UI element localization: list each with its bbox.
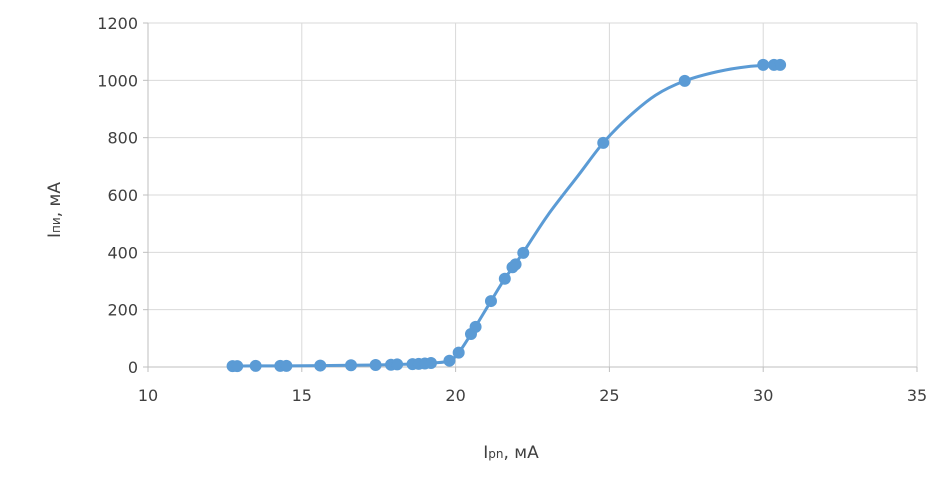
data-point (775, 59, 786, 70)
y-axis-title: Iпи, мА (45, 182, 65, 238)
data-point (315, 360, 326, 371)
data-point (470, 321, 481, 332)
x-axis-title-rest: , мА (503, 443, 539, 463)
x-tick-label: 10 (138, 386, 158, 405)
x-tick-label: 20 (445, 386, 465, 405)
data-point (281, 360, 292, 371)
y-axis-title-rest: , мА (45, 182, 65, 218)
y-tick-label: 400 (107, 243, 138, 262)
y-tick-label: 600 (107, 186, 138, 205)
y-tick-label: 200 (107, 301, 138, 320)
y-tick-labels: 0 200 400 600 800 1000 1200 (97, 14, 138, 377)
data-point (392, 359, 403, 370)
y-tick-label: 0 (128, 358, 138, 377)
data-point (499, 273, 510, 284)
data-point (453, 347, 464, 358)
data-points (227, 59, 786, 371)
data-point (510, 259, 521, 270)
data-point (232, 361, 243, 372)
x-tick-label: 30 (753, 386, 773, 405)
data-point (250, 360, 261, 371)
gridlines (148, 23, 917, 367)
axes (143, 23, 917, 372)
data-point (598, 137, 609, 148)
x-axis-title-sub: pn (488, 447, 503, 461)
x-axis-title: Ipn, мА (483, 443, 539, 463)
x-tick-label: 15 (292, 386, 312, 405)
y-axis-title-sub: пи (49, 217, 63, 233)
data-point (346, 360, 357, 371)
data-point (485, 296, 496, 307)
data-point (518, 247, 529, 258)
fitted-curve (233, 65, 781, 366)
data-point (679, 75, 690, 86)
data-point (444, 355, 455, 366)
y-tick-label: 800 (107, 129, 138, 148)
data-point (758, 59, 769, 70)
x-tick-label: 25 (599, 386, 619, 405)
y-tick-label: 1200 (97, 14, 138, 33)
x-tick-labels: 10 15 20 25 30 35 (138, 386, 927, 405)
y-tick-label: 1000 (97, 71, 138, 90)
data-point (370, 359, 381, 370)
x-tick-label: 35 (907, 386, 927, 405)
data-point (425, 357, 436, 368)
